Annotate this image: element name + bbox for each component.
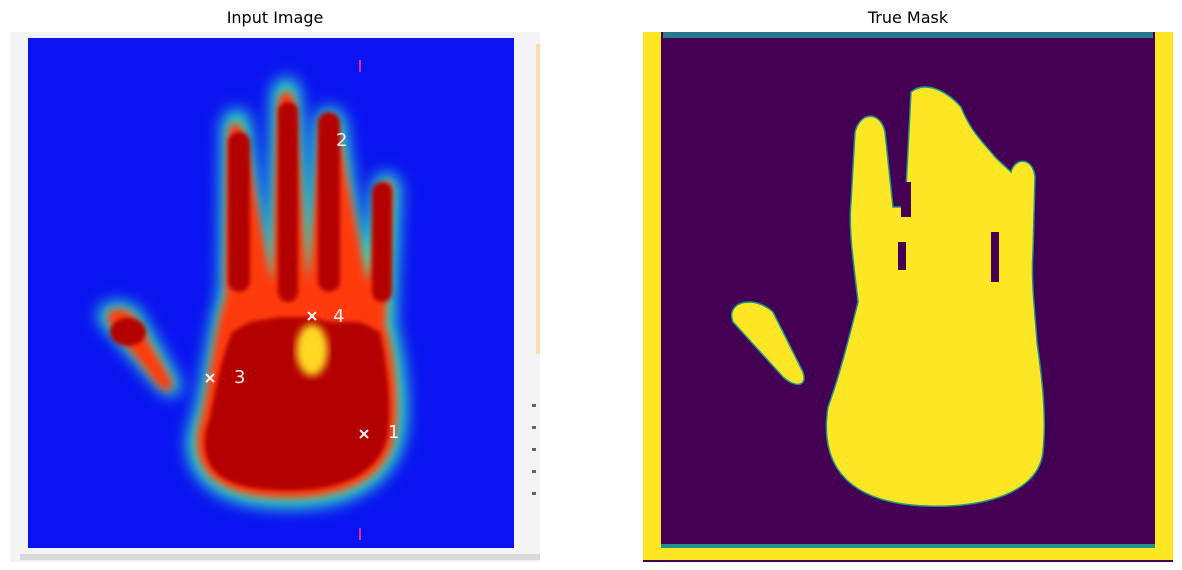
- colorbar: [536, 44, 540, 354]
- annotation-label-4: 4: [333, 306, 344, 327]
- mask-border-left: [643, 32, 661, 560]
- annotation-label-3: 3: [234, 367, 245, 388]
- input-image-title: Input Image: [226, 8, 324, 27]
- true-mask-image: [643, 32, 1173, 562]
- annotation-label-2: 2: [336, 130, 347, 151]
- annotation-label-1: 1: [388, 422, 399, 443]
- mask-border-right: [1155, 32, 1173, 560]
- true-mask-title: True Mask: [867, 8, 949, 27]
- hand-mask: [730, 86, 1046, 507]
- mask-border-bottom: [643, 548, 1173, 560]
- input-image: 2 4 3 1: [10, 32, 540, 562]
